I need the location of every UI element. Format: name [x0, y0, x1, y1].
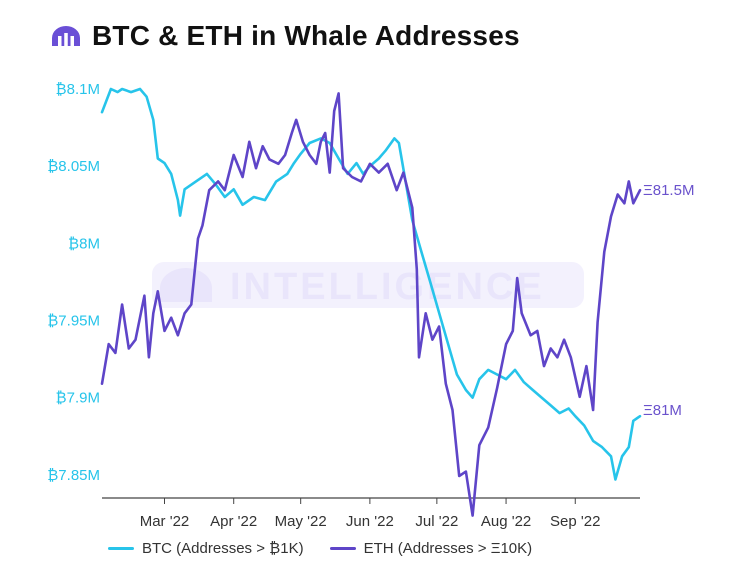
intotheblock-logo-icon: [52, 26, 80, 46]
legend-swatch-btc: [108, 547, 134, 550]
x-tick-label: Jun '22: [346, 513, 394, 530]
legend-label-btc: BTC (Addresses > ₿1K): [142, 540, 304, 557]
chart-header: BTC & ETH in Whale Addresses: [50, 16, 520, 56]
series-layer: [100, 87, 642, 517]
y-left-tick-label: ₿8M: [68, 235, 100, 252]
x-tick-label: Aug '22: [481, 513, 531, 530]
y-left-tick-label: ₿7.95M: [47, 313, 100, 330]
legend-item-btc[interactable]: BTC (Addresses > ₿1K): [108, 540, 304, 557]
watermark-text: INTELLIGENCE: [230, 266, 545, 308]
y-left-tick-label: ₿7.9M: [56, 390, 100, 407]
x-tick-label: May '22: [275, 513, 327, 530]
watermark-logo-icon: [160, 268, 212, 302]
y-left-tick-label: ₿8.05M: [47, 158, 100, 175]
x-tick-label: Apr '22: [210, 513, 257, 530]
legend: BTC (Addresses > ₿1K) ETH (Addresses > Ξ…: [108, 540, 532, 557]
x-tick-label: Sep '22: [550, 513, 600, 530]
watermark: INTELLIGENCE: [152, 262, 584, 308]
legend-item-eth[interactable]: ETH (Addresses > Ξ10K): [329, 540, 533, 557]
y-right-tick-label: Ξ81M: [643, 402, 682, 419]
y-left-tick-label: ₿8.1M: [56, 81, 100, 98]
y-left-tick-label: ₿7.85M: [47, 467, 100, 484]
x-tick-label: Mar '22: [140, 513, 190, 530]
series-line-btc[interactable]: [100, 87, 642, 481]
y-right-tick-label: Ξ81.5M: [643, 182, 694, 199]
watermark-badge: [152, 262, 584, 308]
chart-title: BTC & ETH in Whale Addresses: [92, 20, 520, 51]
series-line-eth[interactable]: [100, 92, 642, 517]
legend-label-eth: ETH (Addresses > Ξ10K): [363, 540, 533, 557]
axes-layer: Mar '22 Apr '22 May '22 Jun '22 Jul '22 Aug '…: [47, 81, 694, 530]
legend-swatch-eth: [329, 547, 356, 550]
x-tick-label: Jul '22: [415, 513, 458, 530]
